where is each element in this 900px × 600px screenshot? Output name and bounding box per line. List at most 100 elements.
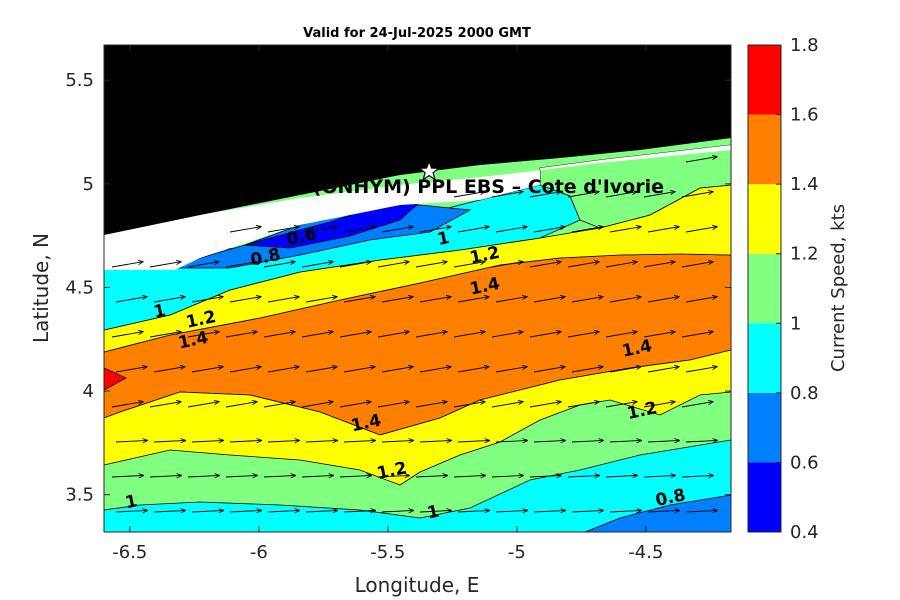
y-tick-label: 5 [83,174,94,195]
current-vector [419,297,452,303]
current-vector [529,262,562,268]
current-vector [267,510,300,512]
current-vector [225,475,258,477]
x-tick-label: -5 [508,542,526,563]
current-vector [229,440,262,442]
current-vector [343,297,376,303]
colorbar-tick-label: 0.6 [790,452,819,473]
current-vector [605,402,638,408]
current-vector [529,475,562,477]
current-vector [111,262,144,268]
current-vector [111,475,144,477]
current-vector [605,262,638,268]
site-annotation: (ONHYM) PPL EBS – Cote d'Ivorie [313,159,664,198]
y-axis: 3.5 4 4.5 5 5.5 [65,70,731,506]
current-vector [453,475,486,477]
current-vector [533,227,566,233]
colorbar-swatch [748,323,781,393]
current-vector [533,367,566,373]
current-vector [343,367,376,373]
current-vector [267,227,300,233]
current-vector [339,262,372,268]
current-vector [111,332,144,338]
contour-label: 1 [152,301,168,323]
current-vector [453,262,486,268]
current-vector [419,227,452,233]
current-vector [153,510,186,512]
current-vector [419,510,452,512]
x-tick-label: -6 [250,542,268,563]
current-vector [567,262,600,268]
site-label: (ONHYM) PPL EBS – Cote d'Ivorie [313,176,664,198]
colorbar-swatch [748,184,781,254]
current-vector [115,367,148,373]
current-vector [491,475,524,477]
current-vector [381,367,414,373]
current-vector [643,192,676,198]
current-vector [643,475,676,477]
current-vector [495,297,528,303]
contour-field [104,45,731,532]
x-axis: -6.5 -6 -5.5 -5 -4.5 [112,45,663,563]
current-vector [681,332,714,338]
current-vector [453,192,486,198]
current-vector [495,367,528,373]
y-tick-label: 5.5 [65,70,94,91]
current-vector [567,192,600,198]
current-vector [681,475,714,477]
y-tick-label: 3.5 [65,485,94,506]
current-vector [229,227,262,233]
colorbar-swatch [748,114,781,185]
current-vector [457,367,490,373]
current-vector [609,297,642,303]
colorbar-swatch [748,253,781,324]
current-vector [529,192,562,198]
current-vector [647,227,680,233]
current-vector [685,157,718,163]
current-vector [263,475,296,477]
current-vector [225,262,258,268]
current-vector [153,440,186,442]
current-vector [149,262,182,268]
current-vector [647,440,680,442]
colorbar-tick-label: 0.4 [790,522,819,543]
current-vector [305,227,338,233]
current-vector [567,475,600,477]
current-vector [495,227,528,233]
current-vector [381,510,414,512]
current-vector [381,227,414,233]
current-vector [305,510,338,512]
current-vector [415,262,448,268]
contour-label: 1 [425,502,441,524]
current-vector [453,332,486,338]
current-vector [571,367,604,373]
colorbar-swatch [748,392,781,463]
current-vector [609,440,642,442]
current-vector [495,510,528,512]
current-vector [339,332,372,338]
current-vector [191,510,224,512]
current-vector [571,440,604,442]
current-vector [605,192,638,198]
current-vector [267,367,300,373]
site-star-icon [417,159,441,181]
current-vector [381,297,414,303]
current-vector [529,332,562,338]
current-vector [187,475,220,477]
current-vector [263,402,296,408]
current-vector [533,297,566,303]
contour-label: 1 [436,228,452,250]
current-vector [685,440,718,442]
current-vector [301,262,334,268]
current-vector [567,332,600,338]
colorbar-tick-label: 1.6 [790,105,819,126]
y-axis-label: Latitude, N [29,233,53,343]
current-vector [187,262,220,268]
current-vector [609,367,642,373]
colorbar-swatch [748,462,781,532]
current-vector [491,262,524,268]
current-vector [453,402,486,408]
current-vector [301,402,334,408]
current-vector [229,297,262,303]
current-vector [191,367,224,373]
